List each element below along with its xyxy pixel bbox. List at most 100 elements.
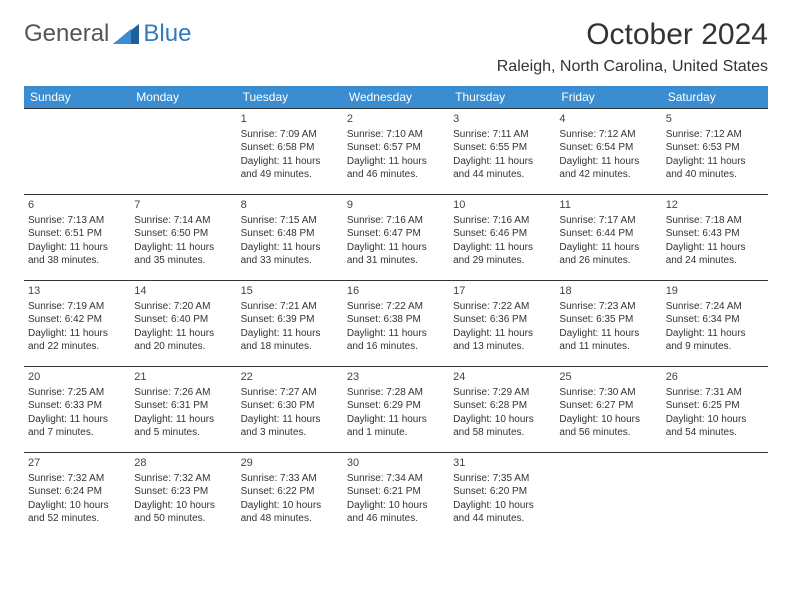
- day-number: 10: [453, 198, 551, 213]
- sunset-text: Sunset: 6:55 PM: [453, 141, 551, 155]
- sunrise-text: Sunrise: 7:20 AM: [134, 300, 232, 314]
- brand-logo: General Blue: [24, 20, 191, 48]
- sunrise-text: Sunrise: 7:16 AM: [347, 214, 445, 228]
- daylight-text: and 44 minutes.: [453, 512, 551, 526]
- day-number: 21: [134, 370, 232, 385]
- day-number: 24: [453, 370, 551, 385]
- day-number: 8: [241, 198, 339, 213]
- calendar-day-cell: 4Sunrise: 7:12 AMSunset: 6:54 PMDaylight…: [555, 109, 661, 195]
- daylight-text: Daylight: 11 hours: [241, 327, 339, 341]
- daylight-text: Daylight: 11 hours: [28, 327, 126, 341]
- day-number: 17: [453, 284, 551, 299]
- day-number: 20: [28, 370, 126, 385]
- daylight-text: and 26 minutes.: [559, 254, 657, 268]
- sunset-text: Sunset: 6:43 PM: [666, 227, 764, 241]
- month-title: October 2024: [497, 18, 768, 52]
- daylight-text: and 33 minutes.: [241, 254, 339, 268]
- daylight-text: Daylight: 11 hours: [28, 413, 126, 427]
- calendar-day-header: Sunday: [24, 86, 130, 109]
- sunset-text: Sunset: 6:20 PM: [453, 485, 551, 499]
- daylight-text: and 18 minutes.: [241, 340, 339, 354]
- daylight-text: Daylight: 11 hours: [347, 327, 445, 341]
- day-number: 16: [347, 284, 445, 299]
- calendar-week-row: 1Sunrise: 7:09 AMSunset: 6:58 PMDaylight…: [24, 109, 768, 195]
- daylight-text: Daylight: 11 hours: [453, 327, 551, 341]
- day-number: 2: [347, 112, 445, 127]
- sunset-text: Sunset: 6:48 PM: [241, 227, 339, 241]
- calendar-day-cell: 16Sunrise: 7:22 AMSunset: 6:38 PMDayligh…: [343, 281, 449, 367]
- sunrise-text: Sunrise: 7:30 AM: [559, 386, 657, 400]
- calendar-day-cell: 26Sunrise: 7:31 AMSunset: 6:25 PMDayligh…: [662, 367, 768, 453]
- sunset-text: Sunset: 6:58 PM: [241, 141, 339, 155]
- title-block: October 2024 Raleigh, North Carolina, Un…: [497, 18, 768, 76]
- sunset-text: Sunset: 6:21 PM: [347, 485, 445, 499]
- calendar-day-header: Tuesday: [237, 86, 343, 109]
- day-number: 1: [241, 112, 339, 127]
- day-number: 23: [347, 370, 445, 385]
- daylight-text: Daylight: 11 hours: [347, 241, 445, 255]
- sunrise-text: Sunrise: 7:29 AM: [453, 386, 551, 400]
- calendar-empty-cell: [24, 109, 130, 195]
- sunrise-text: Sunrise: 7:32 AM: [134, 472, 232, 486]
- daylight-text: and 49 minutes.: [241, 168, 339, 182]
- daylight-text: and 48 minutes.: [241, 512, 339, 526]
- daylight-text: and 40 minutes.: [666, 168, 764, 182]
- daylight-text: Daylight: 11 hours: [666, 241, 764, 255]
- sunrise-text: Sunrise: 7:23 AM: [559, 300, 657, 314]
- calendar-day-cell: 15Sunrise: 7:21 AMSunset: 6:39 PMDayligh…: [237, 281, 343, 367]
- daylight-text: Daylight: 10 hours: [134, 499, 232, 513]
- logo-text-general: General: [24, 20, 109, 48]
- daylight-text: and 35 minutes.: [134, 254, 232, 268]
- day-number: 5: [666, 112, 764, 127]
- day-number: 7: [134, 198, 232, 213]
- daylight-text: Daylight: 10 hours: [453, 413, 551, 427]
- calendar-week-row: 6Sunrise: 7:13 AMSunset: 6:51 PMDaylight…: [24, 195, 768, 281]
- sunset-text: Sunset: 6:27 PM: [559, 399, 657, 413]
- sunset-text: Sunset: 6:44 PM: [559, 227, 657, 241]
- daylight-text: Daylight: 11 hours: [559, 327, 657, 341]
- daylight-text: Daylight: 11 hours: [453, 155, 551, 169]
- day-number: 28: [134, 456, 232, 471]
- daylight-text: and 31 minutes.: [347, 254, 445, 268]
- calendar-day-cell: 20Sunrise: 7:25 AMSunset: 6:33 PMDayligh…: [24, 367, 130, 453]
- daylight-text: Daylight: 11 hours: [134, 241, 232, 255]
- calendar-day-cell: 22Sunrise: 7:27 AMSunset: 6:30 PMDayligh…: [237, 367, 343, 453]
- sunset-text: Sunset: 6:51 PM: [28, 227, 126, 241]
- daylight-text: and 5 minutes.: [134, 426, 232, 440]
- calendar-day-cell: 23Sunrise: 7:28 AMSunset: 6:29 PMDayligh…: [343, 367, 449, 453]
- daylight-text: Daylight: 11 hours: [241, 241, 339, 255]
- daylight-text: and 1 minute.: [347, 426, 445, 440]
- day-number: 31: [453, 456, 551, 471]
- sunset-text: Sunset: 6:23 PM: [134, 485, 232, 499]
- day-number: 22: [241, 370, 339, 385]
- daylight-text: and 16 minutes.: [347, 340, 445, 354]
- sunset-text: Sunset: 6:46 PM: [453, 227, 551, 241]
- calendar-day-cell: 10Sunrise: 7:16 AMSunset: 6:46 PMDayligh…: [449, 195, 555, 281]
- daylight-text: Daylight: 10 hours: [666, 413, 764, 427]
- calendar-day-header: Saturday: [662, 86, 768, 109]
- daylight-text: and 46 minutes.: [347, 168, 445, 182]
- calendar-day-cell: 30Sunrise: 7:34 AMSunset: 6:21 PMDayligh…: [343, 453, 449, 539]
- day-number: 4: [559, 112, 657, 127]
- calendar-day-cell: 12Sunrise: 7:18 AMSunset: 6:43 PMDayligh…: [662, 195, 768, 281]
- calendar-empty-cell: [555, 453, 661, 539]
- day-number: 26: [666, 370, 764, 385]
- day-number: 15: [241, 284, 339, 299]
- day-number: 12: [666, 198, 764, 213]
- daylight-text: Daylight: 10 hours: [559, 413, 657, 427]
- sunset-text: Sunset: 6:34 PM: [666, 313, 764, 327]
- calendar-day-cell: 11Sunrise: 7:17 AMSunset: 6:44 PMDayligh…: [555, 195, 661, 281]
- calendar-day-header-row: SundayMondayTuesdayWednesdayThursdayFrid…: [24, 86, 768, 109]
- sunrise-text: Sunrise: 7:22 AM: [453, 300, 551, 314]
- calendar-table: SundayMondayTuesdayWednesdayThursdayFrid…: [24, 86, 768, 539]
- calendar-day-header: Wednesday: [343, 86, 449, 109]
- calendar-day-cell: 24Sunrise: 7:29 AMSunset: 6:28 PMDayligh…: [449, 367, 555, 453]
- sunset-text: Sunset: 6:42 PM: [28, 313, 126, 327]
- daylight-text: and 52 minutes.: [28, 512, 126, 526]
- sunset-text: Sunset: 6:50 PM: [134, 227, 232, 241]
- calendar-day-cell: 7Sunrise: 7:14 AMSunset: 6:50 PMDaylight…: [130, 195, 236, 281]
- daylight-text: and 56 minutes.: [559, 426, 657, 440]
- daylight-text: Daylight: 10 hours: [241, 499, 339, 513]
- daylight-text: Daylight: 11 hours: [241, 155, 339, 169]
- sunset-text: Sunset: 6:31 PM: [134, 399, 232, 413]
